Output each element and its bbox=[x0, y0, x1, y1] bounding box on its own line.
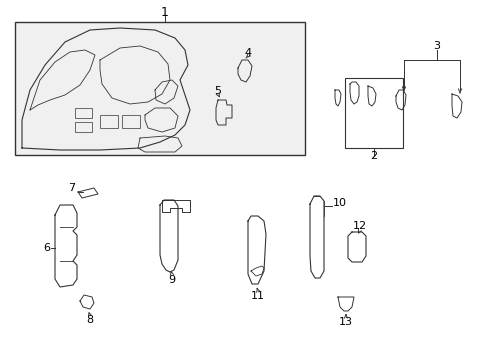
Text: 11: 11 bbox=[250, 291, 264, 301]
Text: 10: 10 bbox=[332, 198, 346, 208]
Text: 9: 9 bbox=[168, 275, 175, 285]
Text: 12: 12 bbox=[352, 221, 366, 231]
Text: 13: 13 bbox=[338, 317, 352, 327]
Text: 8: 8 bbox=[86, 315, 93, 325]
Text: 4: 4 bbox=[244, 48, 251, 58]
Bar bbox=[100, 115, 118, 128]
Bar bbox=[122, 115, 140, 128]
Text: 5: 5 bbox=[214, 86, 221, 96]
Bar bbox=[75, 108, 92, 118]
Text: 2: 2 bbox=[370, 151, 377, 161]
Text: 1: 1 bbox=[161, 6, 168, 19]
Text: 6: 6 bbox=[43, 243, 50, 253]
Bar bbox=[75, 122, 92, 132]
Bar bbox=[15, 22, 305, 155]
Bar bbox=[345, 78, 402, 148]
Text: 7: 7 bbox=[68, 183, 76, 193]
Text: 3: 3 bbox=[433, 41, 440, 51]
